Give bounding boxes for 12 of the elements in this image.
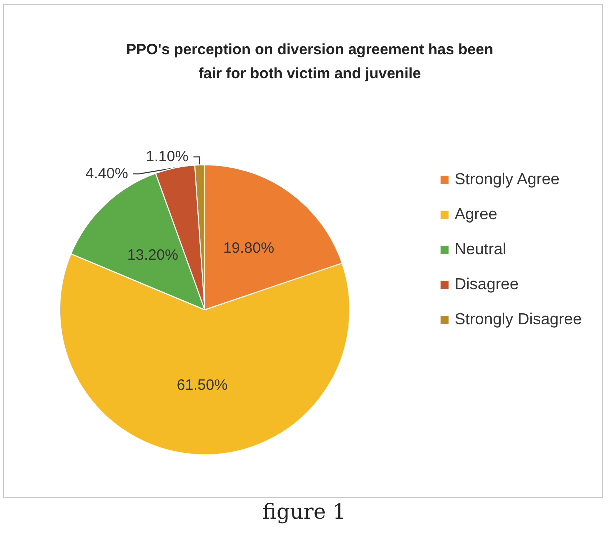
data-label: 19.80%	[224, 240, 274, 258]
data-label: 13.20%	[128, 246, 178, 264]
legend-label: Agree	[454, 206, 498, 224]
data-label: 61.50%	[176, 376, 228, 394]
data-label: 4.40%	[86, 166, 128, 183]
chart-title: PPO's perception on diversion agreement has been fair for both victim and juvenile	[126, 42, 494, 82]
legend-label: Strongly Disagree	[454, 312, 582, 328]
legend-label: Disagree	[454, 276, 519, 294]
caption: figure 1	[262, 500, 348, 524]
legend-label: Neutral	[454, 242, 506, 258]
data-label: 1.10%	[146, 148, 189, 166]
legend-label: Strongly Agree	[454, 172, 560, 188]
